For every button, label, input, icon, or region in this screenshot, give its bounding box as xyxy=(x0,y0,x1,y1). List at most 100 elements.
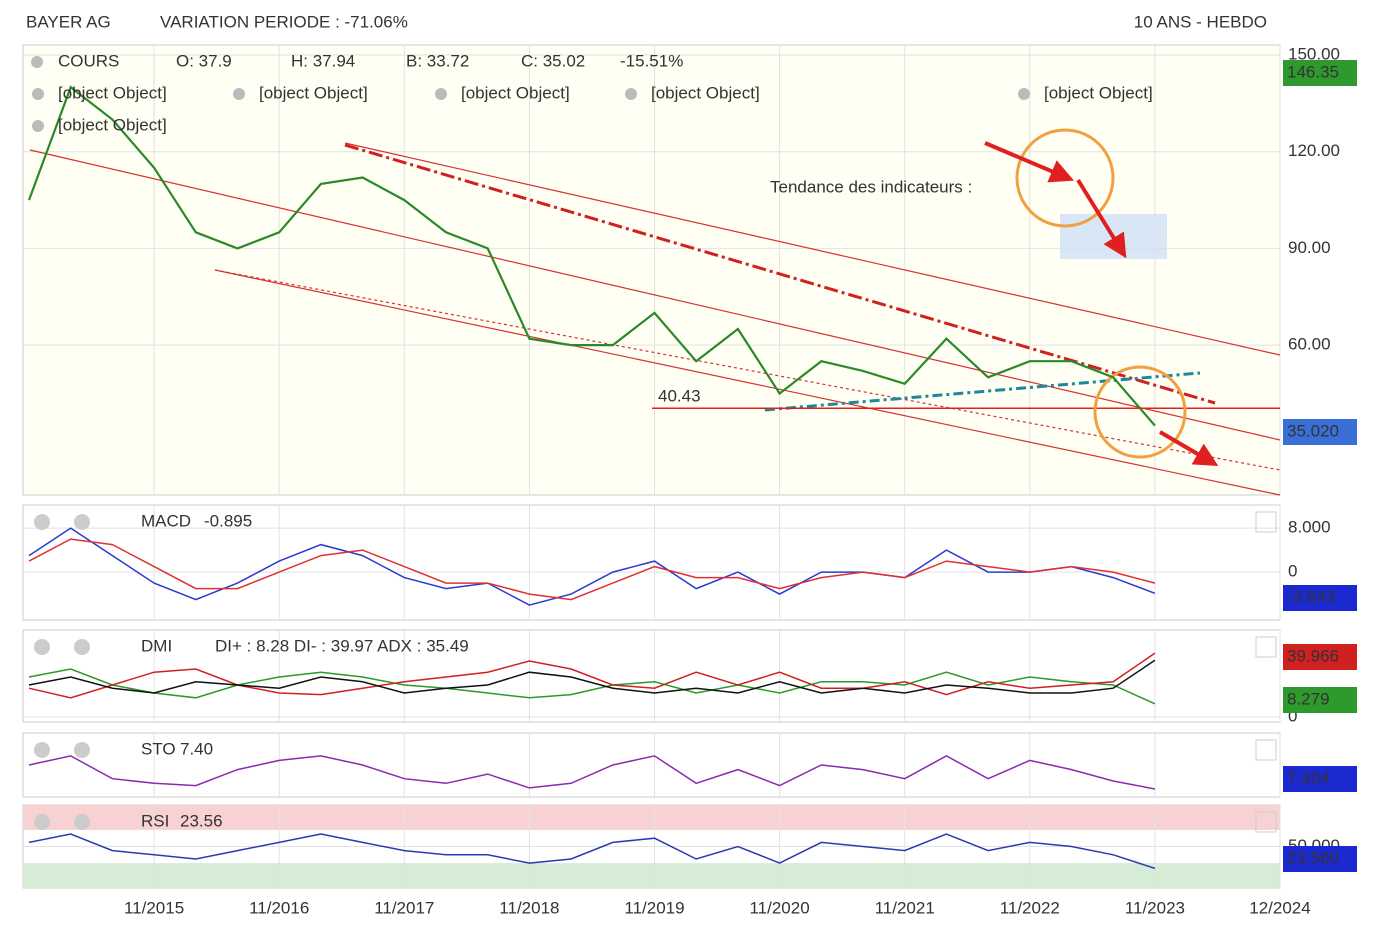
x-tick-label: 11/2016 xyxy=(249,898,309,917)
channel-line xyxy=(214,269,1281,496)
value-badge-label: 39.966 xyxy=(1287,646,1339,665)
value-badge-label: 35.020 xyxy=(1287,421,1339,440)
indicator-label: [object Object] xyxy=(1044,83,1153,102)
quote: B: 33.72 xyxy=(406,51,469,70)
gear-icon xyxy=(233,88,245,100)
value-badge-label: 7.404 xyxy=(1287,768,1330,787)
x-tick-label: 11/2017 xyxy=(374,898,434,917)
value-badge xyxy=(1283,766,1357,792)
panel-frame xyxy=(22,44,1281,496)
series-line xyxy=(27,85,1156,427)
series-line xyxy=(28,755,1156,790)
channel-line xyxy=(344,142,1281,356)
zone xyxy=(23,863,1280,888)
value-badge xyxy=(1283,687,1357,713)
indicator-label: [object Object] xyxy=(461,83,570,102)
panel-checkbox xyxy=(1255,636,1277,658)
arrow xyxy=(1158,430,1219,467)
circle-mark xyxy=(1093,365,1187,459)
x-tick-label: 12/2024 xyxy=(1249,898,1310,917)
panel-icon xyxy=(74,814,90,830)
value-badge-label: 8.279 xyxy=(1287,689,1330,708)
zone xyxy=(23,805,1280,830)
indicator-label: [object Object] xyxy=(58,115,167,134)
quote: -15.51% xyxy=(620,51,683,70)
indicator-label: [object Object] xyxy=(58,83,167,102)
quote: H: 37.94 xyxy=(291,51,355,70)
period: 10 ANS - HEBDO xyxy=(1134,12,1267,31)
x-tick-label: 11/2019 xyxy=(624,898,684,917)
y-tick-label: 0 xyxy=(1288,707,1297,726)
gear-icon xyxy=(31,56,43,68)
y-tick-label: 150.00 xyxy=(1288,44,1340,63)
x-tick-label: 11/2022 xyxy=(1000,898,1060,917)
panel-icon xyxy=(74,514,90,530)
value-badge xyxy=(1283,419,1357,445)
channel-line xyxy=(214,269,1281,471)
indicator-label: [object Object] xyxy=(259,83,368,102)
value-badge xyxy=(1283,60,1357,86)
y-tick-label: 120.00 xyxy=(1288,141,1340,160)
arrow xyxy=(984,141,1075,183)
x-tick-label: 11/2018 xyxy=(499,898,559,917)
quote: O: 37.9 xyxy=(176,51,232,70)
panel-title: STO xyxy=(141,739,176,758)
panel-checkbox xyxy=(1255,511,1277,533)
panel-value: -0.895 xyxy=(204,511,252,530)
series-line xyxy=(28,668,1156,705)
gear-icon xyxy=(32,120,44,132)
panel-value: DI+ : 8.28 DI- : 39.97 ADX : 35.49 xyxy=(215,636,469,655)
value-badge-label: 146.35 xyxy=(1287,62,1339,81)
gear-icon xyxy=(435,88,447,100)
indicator-label: [object Object] xyxy=(651,83,760,102)
annotation: Tendance des indicateurs : xyxy=(770,177,972,196)
panel-frame xyxy=(22,732,1281,798)
circle-mark xyxy=(1015,128,1115,228)
quote: C: 35.02 xyxy=(521,51,585,70)
arrow xyxy=(1076,178,1127,259)
panel-title: RSI xyxy=(141,811,169,830)
gear-icon xyxy=(1018,88,1030,100)
series-line xyxy=(28,527,1156,606)
panel-title: COURS xyxy=(58,51,119,70)
panel-title: DMI xyxy=(141,636,172,655)
x-tick-label: 11/2021 xyxy=(875,898,935,917)
panel-title: MACD xyxy=(141,511,191,530)
x-tick-label: 11/2015 xyxy=(124,898,184,917)
panel-value: 23.56 xyxy=(180,811,223,830)
panel-frame xyxy=(22,629,1281,723)
panel-icon xyxy=(34,742,50,758)
panel-checkbox xyxy=(1255,739,1277,761)
panel-icon xyxy=(34,514,50,530)
value-badge xyxy=(1283,644,1357,670)
y-tick-label: 0 xyxy=(1288,562,1297,581)
panel-value: 7.40 xyxy=(180,739,213,758)
series-line xyxy=(28,538,1156,601)
panel-icon xyxy=(34,814,50,830)
trend-line xyxy=(344,143,1216,405)
channel-line xyxy=(29,149,1281,441)
value-badge-label: -3.843 xyxy=(1287,587,1335,606)
x-tick-label: 11/2023 xyxy=(1125,898,1185,917)
series-line xyxy=(28,659,1156,694)
stock-name: BAYER AG xyxy=(26,12,111,31)
y-tick-label: 60.00 xyxy=(1288,335,1331,354)
panel-icon xyxy=(34,639,50,655)
series-line xyxy=(28,833,1156,870)
gear-icon xyxy=(625,88,637,100)
y-tick-label: 90.00 xyxy=(1288,238,1331,257)
trend-line xyxy=(764,371,1201,412)
y-tick-label: 8.000 xyxy=(1288,518,1331,537)
value-badge-label: 23.560 xyxy=(1287,848,1339,867)
support-label: 40.43 xyxy=(658,387,701,406)
value-badge xyxy=(1283,846,1357,872)
variation: VARIATION PERIODE : -71.06% xyxy=(160,12,408,31)
series-line xyxy=(28,652,1156,699)
panel-icon xyxy=(74,639,90,655)
panel-checkbox xyxy=(1255,811,1277,833)
x-tick-label: 11/2020 xyxy=(749,898,809,917)
gear-icon xyxy=(32,88,44,100)
panel-icon xyxy=(74,742,90,758)
value-badge xyxy=(1283,585,1357,611)
